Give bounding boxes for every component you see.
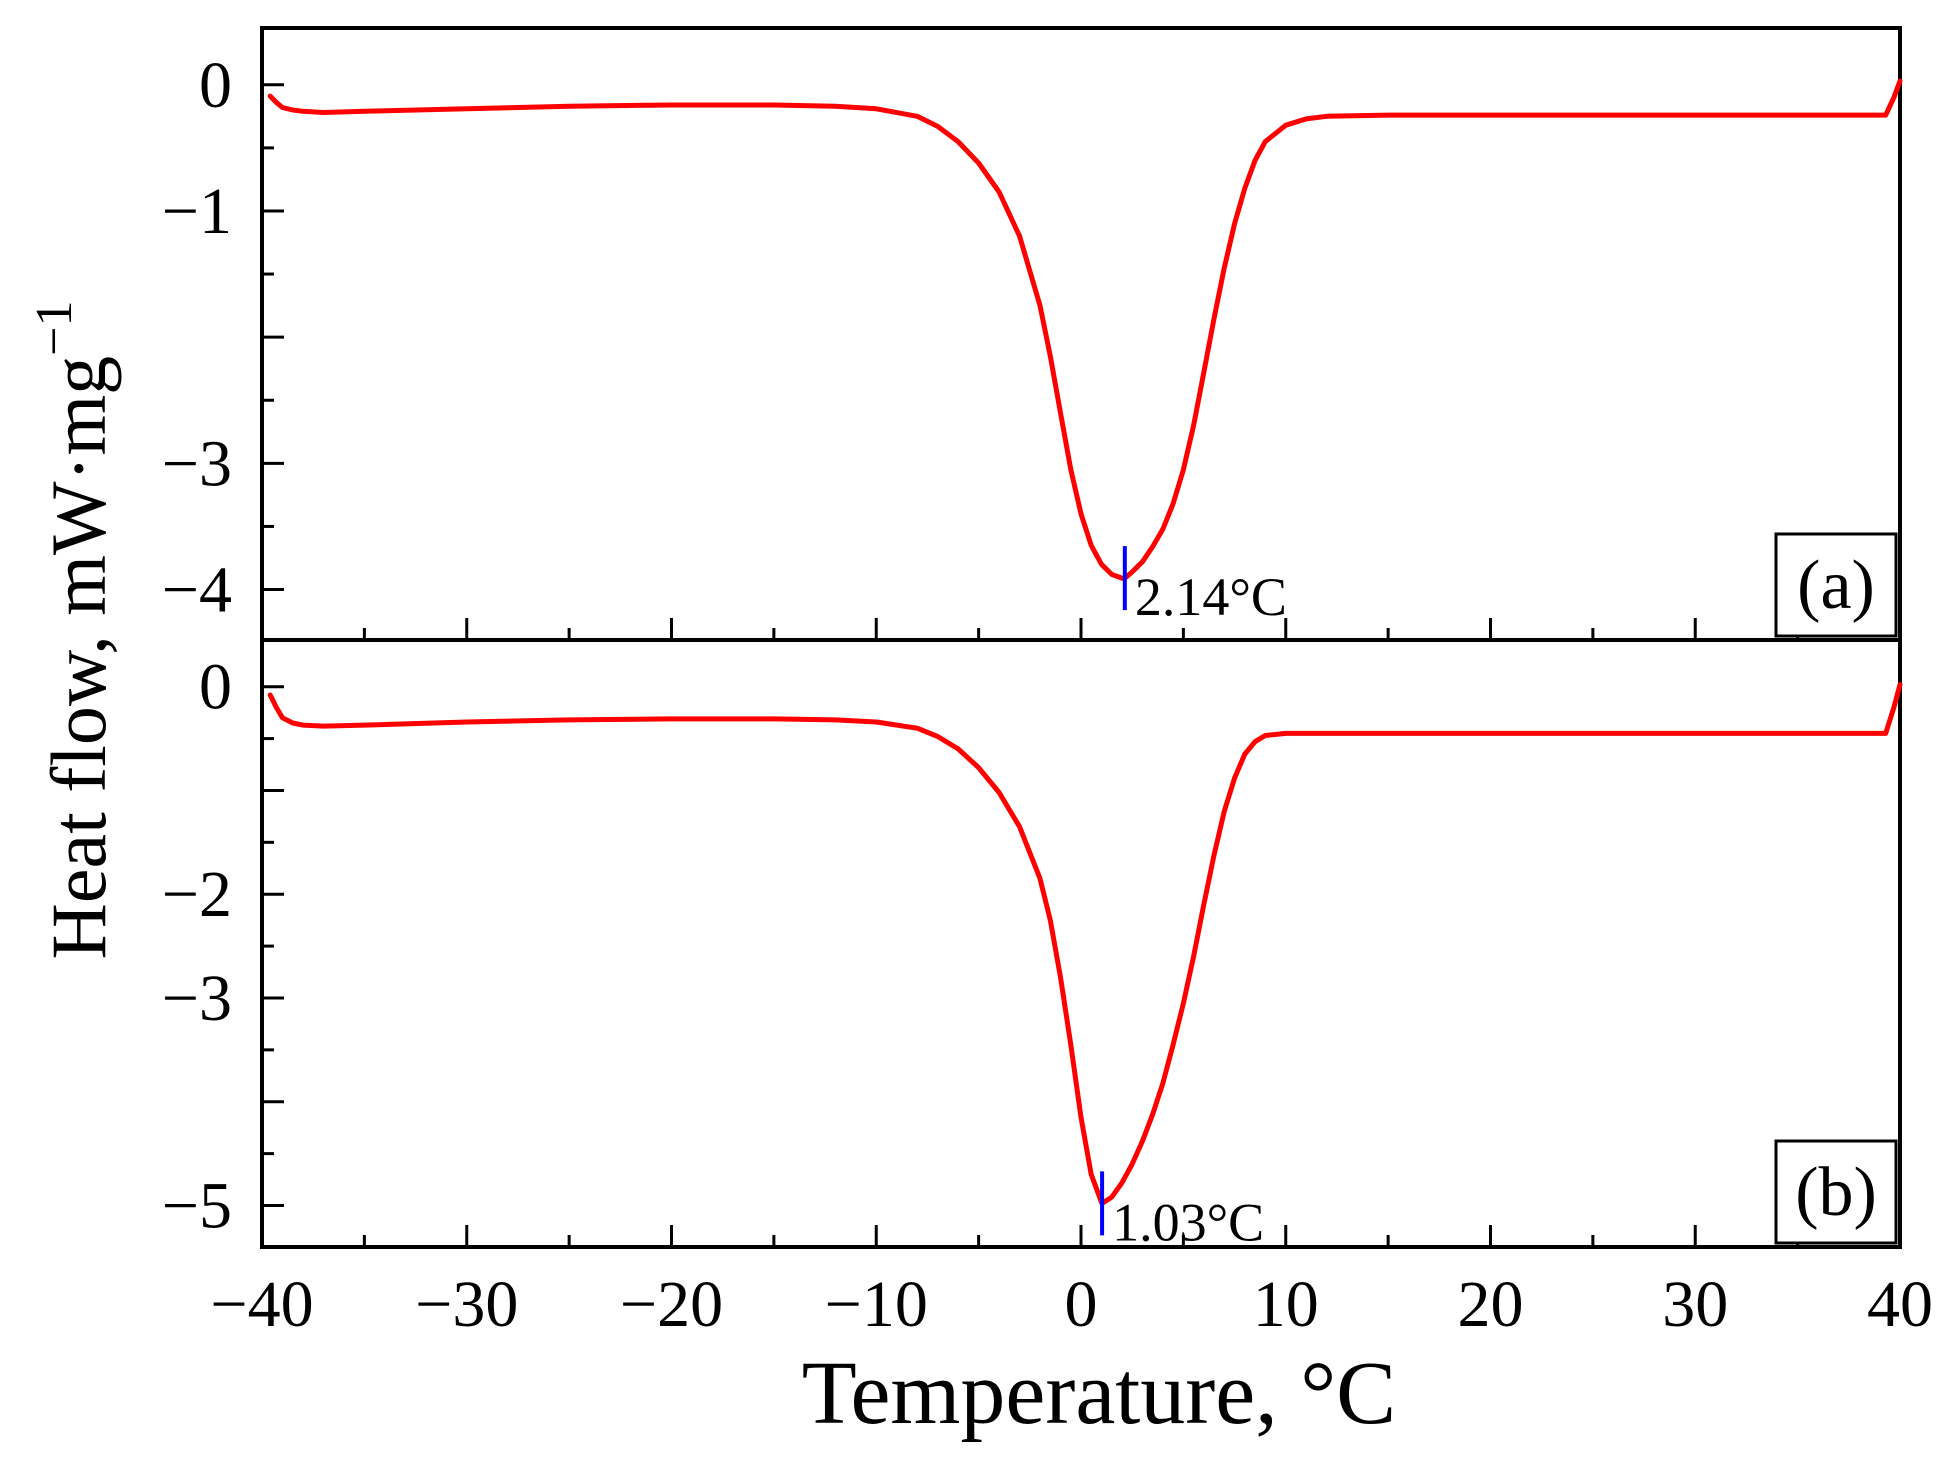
- panel-b-label: (b): [1795, 1154, 1877, 1231]
- x-tick-label: −30: [415, 1268, 518, 1341]
- x-axis-title: Temperature, °C: [802, 1344, 1396, 1443]
- x-tick-label: 30: [1662, 1268, 1728, 1341]
- x-tick-label: −10: [825, 1268, 928, 1341]
- panel-a: 0 −1 −3 −4 2.14°C (a): [162, 26, 1903, 642]
- panel-a-y-tick-label: −3: [162, 427, 232, 500]
- panel-a-label-box: [1774, 532, 1898, 638]
- panel-a-label: (a): [1797, 547, 1875, 624]
- x-tick-label: 40: [1867, 1268, 1933, 1341]
- panel-b-peak-label: 1.03°C: [1112, 1192, 1264, 1252]
- panel-b-y-tick-label: 0: [199, 651, 232, 724]
- panel-a-peak-label: 2.14°C: [1135, 567, 1287, 627]
- panel-b-heat-flow-curve: [267, 682, 1903, 1206]
- panel-b-y-tick-label: −5: [162, 1169, 232, 1242]
- panel-a-y-tick-label: −4: [162, 554, 232, 627]
- panel-a-y-tick-label: −1: [162, 175, 232, 248]
- x-tick-label: −20: [620, 1268, 723, 1341]
- y-axis-title-main: Heat flow, mW·mg: [35, 356, 122, 960]
- panel-b-y-tick-label: −3: [162, 962, 232, 1035]
- panel-b: 0 −2 −3 −5 1.03°C (b): [162, 638, 1903, 1252]
- x-tick-label: 20: [1458, 1268, 1524, 1341]
- x-tick-label: 0: [1065, 1268, 1098, 1341]
- panel-a-heat-flow-curve: [267, 78, 1903, 581]
- x-tick-label: 10: [1253, 1268, 1319, 1341]
- y-axis-title: Heat flow, mW·mg−1: [26, 301, 122, 960]
- panel-a-y-tick-label: 0: [199, 49, 232, 122]
- panel-a-frame: [260, 26, 1902, 642]
- y-axis-title-sup: −1: [26, 301, 83, 356]
- panel-b-label-box: [1774, 1139, 1898, 1245]
- x-tick-label: −40: [210, 1268, 313, 1341]
- panel-b-y-tick-label: −2: [162, 858, 232, 931]
- x-axis: −40 −30 −20 −10 0 10 20 30 40: [210, 1268, 1933, 1341]
